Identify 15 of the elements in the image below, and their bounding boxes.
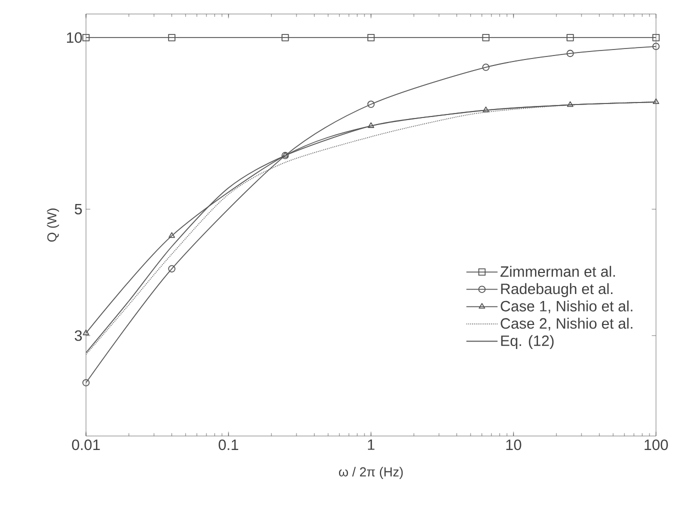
legend-label: Zimmerman et al. [500, 266, 615, 277]
y-tick-label: 5 [74, 204, 82, 214]
x-axis-title: ω / 2π (Hz) [338, 466, 403, 480]
x-tick-label: 10 [506, 440, 522, 450]
x-tick-label: 0.1 [218, 440, 238, 450]
x-tick-label: 0.01 [72, 440, 100, 450]
legend-label: Eq. (12) [501, 335, 554, 350]
x-tick-label: 1 [368, 440, 374, 450]
legend-label: Case 1, Nishio et al. [500, 300, 632, 314]
y-axis-title: Q (W) [46, 208, 60, 242]
legend-label: Radebaugh et al. [501, 283, 612, 298]
y-tick-label: 10 [66, 32, 82, 43]
x-tick-label: 100 [644, 440, 668, 450]
legend-label: Case 2, Nishio et al. [500, 318, 632, 331]
y-tick-label: 3 [74, 330, 82, 341]
